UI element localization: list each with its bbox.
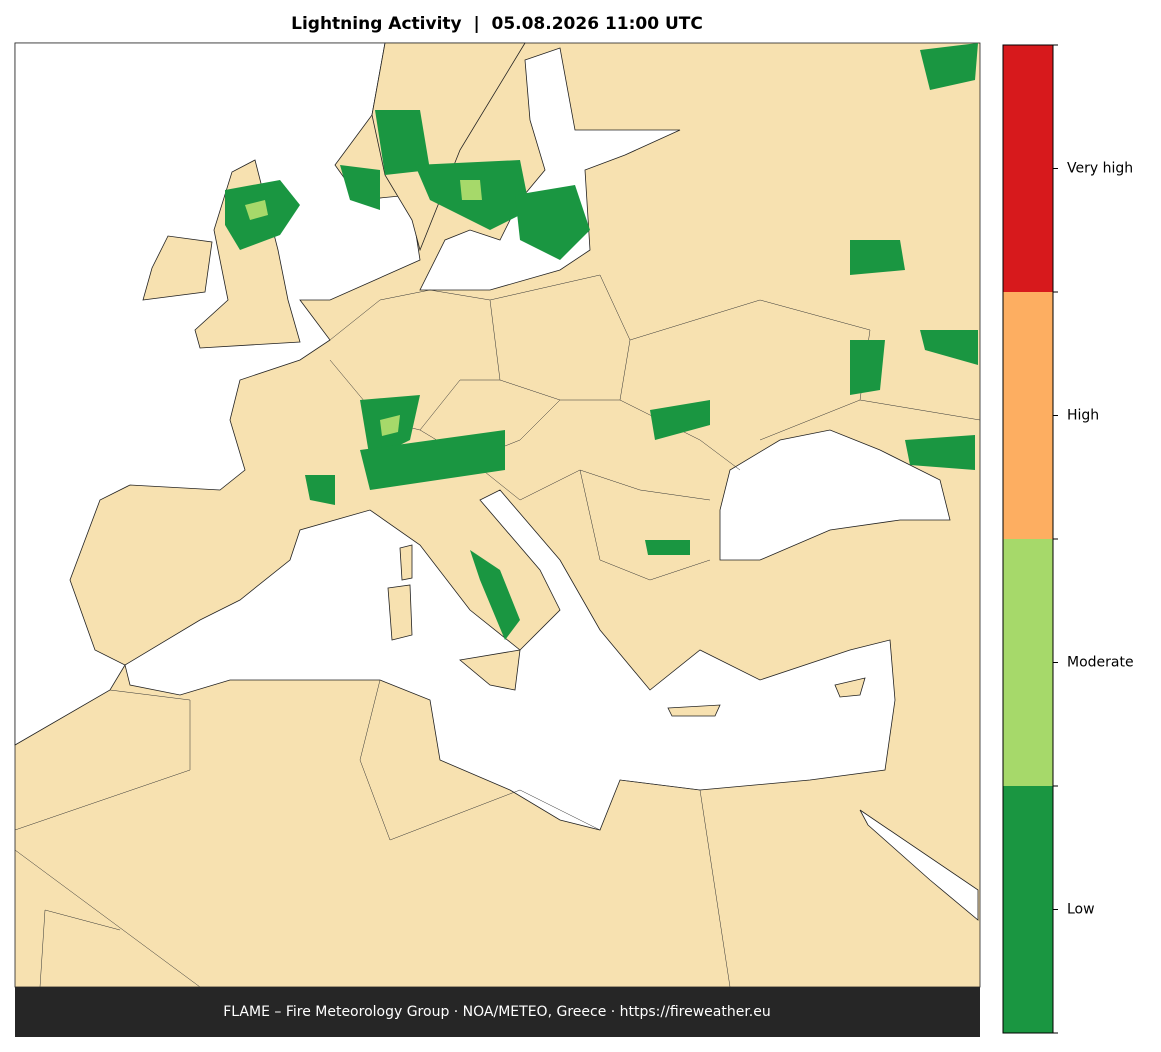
legend-label: Very high <box>1067 161 1133 177</box>
legend-swatch <box>1003 539 1053 786</box>
baltic <box>419 47 681 291</box>
ireland <box>142 235 213 301</box>
legend-swatch <box>1003 45 1053 292</box>
corsica <box>399 544 413 581</box>
britain <box>194 159 301 349</box>
legend-swatch <box>1003 292 1053 539</box>
legend-label: Moderate <box>1067 655 1134 671</box>
legend-swatch <box>1003 786 1053 1033</box>
black-sea <box>719 429 951 561</box>
map-title: Lightning Activity | 05.08.2026 11:00 UT… <box>291 14 703 34</box>
footer-text: FLAME – Fire Meteorology Group · NOA/MET… <box>223 1004 771 1020</box>
legend-label: High <box>1067 408 1099 424</box>
lightning-cells <box>225 43 978 640</box>
footer-bar <box>15 987 980 1037</box>
legend-label: Low <box>1067 902 1095 918</box>
sardinia <box>387 584 413 641</box>
colorbar: Low Moderate High Very high <box>1002 44 1134 1034</box>
map <box>14 42 981 988</box>
sicily <box>459 649 521 691</box>
norway <box>371 42 526 252</box>
red-sea <box>859 809 979 921</box>
colorbar-frame <box>1002 44 1054 1034</box>
crete <box>667 704 721 717</box>
cyprus <box>834 677 866 698</box>
